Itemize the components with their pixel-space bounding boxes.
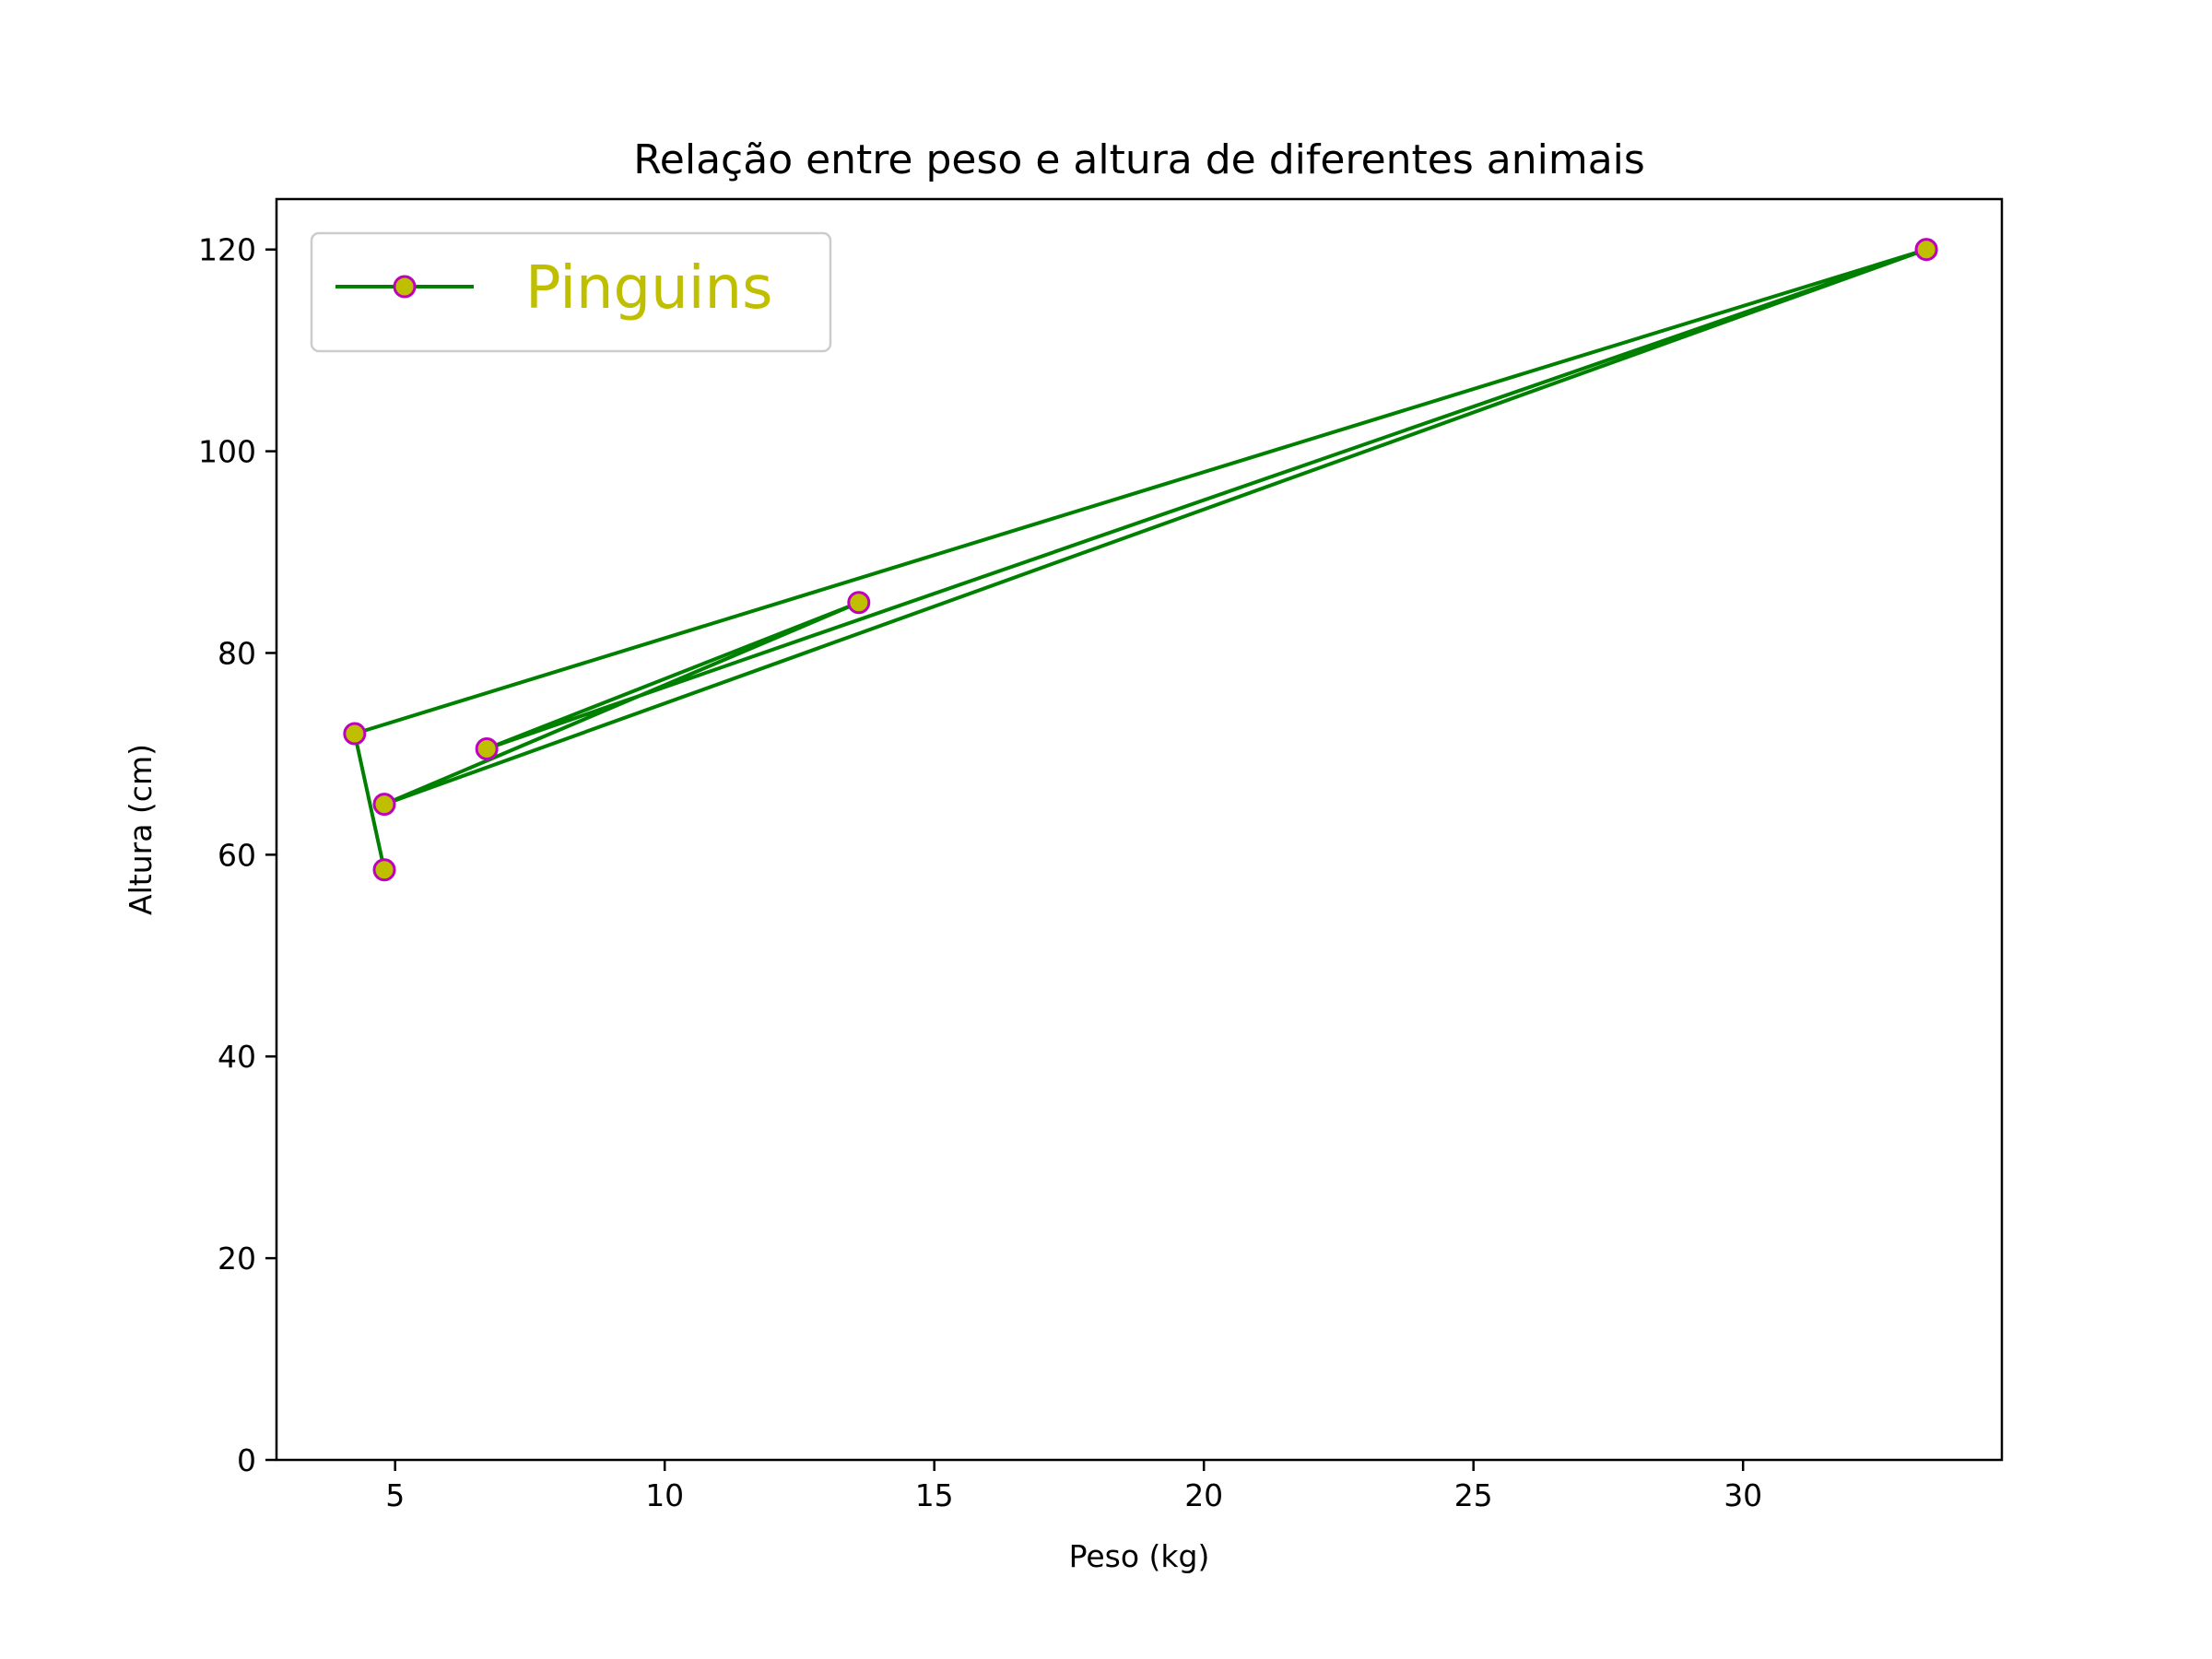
x-tick-label: 15 (915, 1477, 954, 1513)
y-tick-label: 40 (218, 1039, 256, 1075)
legend-marker-sample (393, 275, 417, 299)
x-axis-label: Peso (kg) (1069, 1538, 1210, 1574)
x-tick-label: 10 (645, 1477, 684, 1513)
x-tick-label: 30 (1724, 1477, 1762, 1513)
series-layer (343, 238, 1938, 882)
data-point (343, 722, 367, 746)
x-tick-label: 25 (1454, 1477, 1493, 1513)
x-tick-label: 5 (385, 1477, 405, 1513)
legend-frame (310, 231, 832, 353)
data-point (475, 736, 499, 760)
data-point (847, 591, 871, 615)
x-tick-label: 20 (1184, 1477, 1223, 1513)
y-axis: 0 20 40 60 80 100 120 (198, 232, 276, 1478)
legend-entry-label: Pinguins (525, 254, 772, 323)
y-axis-label: Altura (cm) (123, 744, 159, 915)
data-point (372, 858, 396, 882)
chart-title: Relação entre peso e altura de diferente… (633, 136, 1645, 183)
y-tick-label: 0 (237, 1442, 256, 1478)
plot-background (276, 199, 2002, 1460)
legend: Pinguins (310, 231, 832, 353)
y-tick-label: 20 (218, 1241, 256, 1277)
x-axis: 5 10 15 20 25 30 (385, 1460, 1762, 1513)
data-point (372, 793, 396, 817)
y-tick-label: 120 (198, 232, 256, 268)
y-tick-label: 100 (198, 434, 256, 470)
plot-frame (275, 197, 2004, 1462)
y-tick-label: 80 (218, 635, 256, 671)
y-tick-label: 60 (218, 837, 256, 873)
data-point (1914, 238, 1938, 262)
